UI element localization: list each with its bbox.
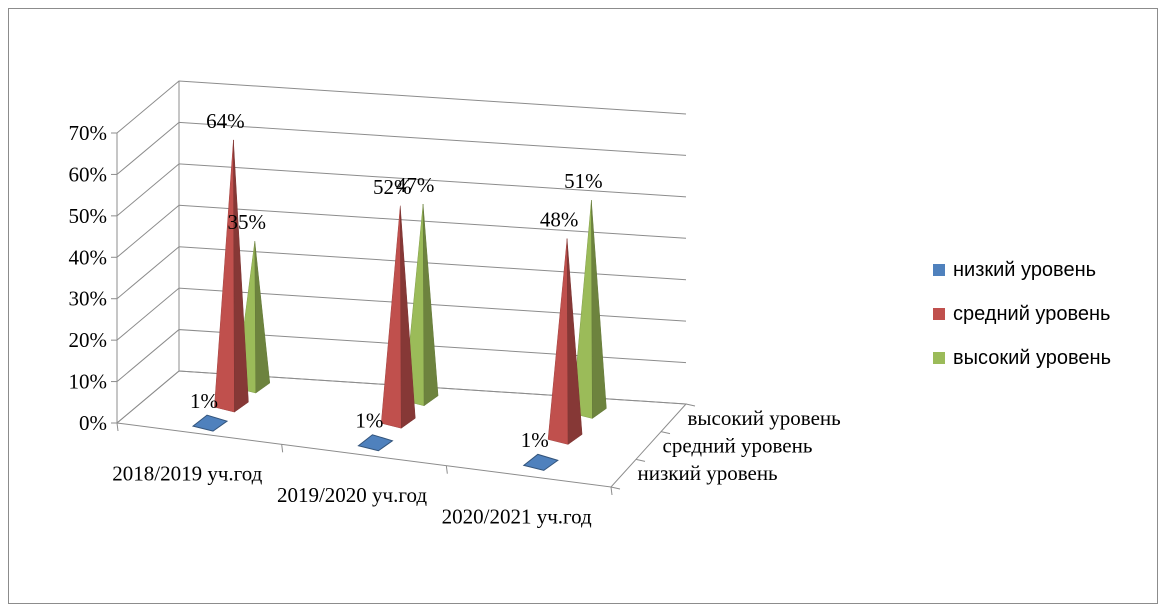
bar-face-side bbox=[233, 139, 249, 413]
bar-face-side bbox=[400, 205, 416, 429]
bar-face-front bbox=[547, 238, 569, 445]
x-tick-mark bbox=[610, 486, 613, 496]
gridline bbox=[116, 121, 687, 175]
bar-face-side bbox=[591, 200, 607, 419]
y-axis-ticks: 0% 10% 20% 30% 40% 50% 60% 70% bbox=[69, 121, 117, 435]
x-tick-mark bbox=[281, 444, 284, 453]
bar-face-flat bbox=[191, 414, 229, 432]
bar-низкий-уровень-1 bbox=[191, 414, 229, 432]
depth-axis-label: средний уровень bbox=[663, 434, 813, 458]
data-label: 1% bbox=[190, 389, 218, 413]
depth-tick-mark bbox=[610, 486, 621, 490]
y-tick-label: 40% bbox=[69, 245, 108, 269]
x-tick-mark bbox=[445, 465, 448, 474]
x-tick-label: 2019/2020 уч.год bbox=[277, 483, 427, 507]
bar-средний-уровень-1 bbox=[214, 139, 249, 413]
chart-frame: 0% 10% 20% 30% 40% 50% 60% 70% 2018/2019 уч.год… bbox=[8, 8, 1158, 604]
bar-face-side bbox=[566, 238, 583, 445]
data-label: 51% bbox=[564, 169, 603, 193]
legend-label: высокий уровень bbox=[953, 347, 1111, 369]
data-label: 48% bbox=[540, 208, 579, 232]
depth-axis-label: низкий уровень bbox=[638, 461, 778, 485]
bar-face-front bbox=[214, 139, 235, 413]
y-tick-label: 0% bbox=[79, 411, 107, 435]
data-label: 52% bbox=[373, 175, 412, 199]
bar-низкий-уровень-2 bbox=[357, 434, 394, 452]
bar-средний-уровень-2 bbox=[380, 205, 416, 429]
chart-walls bbox=[116, 80, 687, 424]
y-tick-label: 60% bbox=[69, 162, 108, 186]
legend-swatch bbox=[933, 264, 945, 276]
legend: низкий уровень средний уровень высокий уро… bbox=[933, 259, 1111, 369]
bar-face-side bbox=[422, 204, 439, 407]
bar-низкий-уровень-3 bbox=[522, 453, 559, 471]
bar-face-side bbox=[254, 241, 271, 394]
data-label: 47% bbox=[396, 173, 435, 197]
depth-tick-mark bbox=[660, 431, 671, 435]
data-label: 1% bbox=[521, 428, 549, 452]
bar-face-front bbox=[380, 205, 402, 429]
legend-label: низкий уровень bbox=[953, 259, 1096, 281]
x-tick-mark bbox=[116, 422, 119, 432]
x-tick-label: 2018/2019 уч.год bbox=[112, 462, 262, 486]
depth-tick-mark bbox=[635, 458, 646, 462]
depth-tick-mark bbox=[685, 403, 696, 407]
legend-label: средний уровень bbox=[953, 303, 1110, 325]
chart-bars bbox=[191, 139, 607, 471]
data-label: 35% bbox=[228, 210, 267, 234]
x-tick-label: 2020/2021 уч.год bbox=[442, 504, 592, 528]
x-axis-ticks: 2018/2019 уч.год 2019/2020 уч.год 2020/202… bbox=[112, 422, 613, 528]
y-tick-label: 70% bbox=[69, 121, 108, 145]
y-tick-label: 10% bbox=[69, 370, 108, 394]
depth-axis-labels: высокий уровень средний уровень низкий уро… bbox=[610, 403, 841, 490]
gridline bbox=[116, 80, 687, 134]
y-tick-label: 50% bbox=[69, 204, 108, 228]
depth-axis-label: высокий уровень bbox=[688, 406, 841, 430]
bar-высокий-уровень-3 bbox=[572, 200, 607, 419]
bar-face-flat bbox=[357, 434, 394, 452]
bar-face-flat bbox=[522, 453, 559, 471]
bar-средний-уровень-3 bbox=[547, 238, 583, 445]
data-labels: 35% 47% 51% 64% 52% 48% 1% 1% 1% bbox=[190, 109, 603, 452]
legend-swatch bbox=[933, 308, 945, 320]
y-tick-label: 20% bbox=[69, 328, 108, 352]
data-label: 64% bbox=[206, 109, 245, 133]
legend-swatch bbox=[933, 352, 945, 364]
y-tick-label: 30% bbox=[69, 287, 108, 311]
chart-svg: 0% 10% 20% 30% 40% 50% 60% 70% 2018/2019 уч.год… bbox=[69, 80, 1111, 528]
data-label: 1% bbox=[355, 409, 383, 433]
